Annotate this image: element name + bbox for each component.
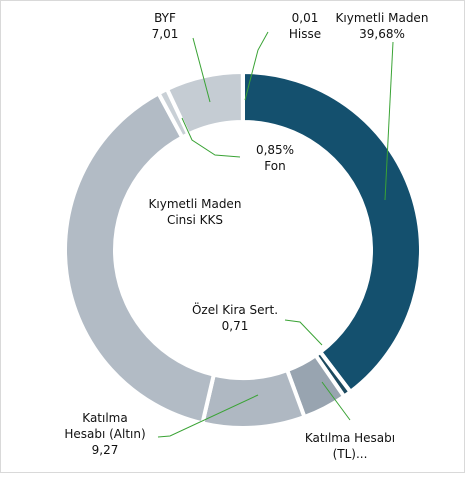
segment (200, 367, 308, 430)
category-label: Özel Kira Sert. (191, 303, 279, 317)
value-label: 7,01 (151, 27, 179, 41)
value-label: 9,27 (91, 443, 119, 457)
data-label: Katılma Hesabı (Altın) 9,27 (60, 410, 150, 458)
category-label: Kıymetli Maden (335, 11, 429, 25)
data-label: 0,85% Fon (230, 142, 320, 174)
leader-line (157, 394, 259, 438)
segment (241, 69, 423, 395)
leader-line (181, 117, 241, 158)
leader-line (321, 381, 351, 421)
category-label: BYF (154, 11, 176, 25)
leader-line (384, 41, 394, 201)
value-label: 0,01 (291, 11, 319, 25)
leader-line (192, 37, 211, 103)
value-label: 0,71 (221, 319, 249, 333)
data-label: Katılma Hesabı (TL)... (300, 430, 400, 462)
leader-line (284, 319, 323, 346)
category-label: Katılma Hesabı (Altın) (64, 411, 146, 441)
category-label: Hisse (288, 27, 322, 41)
data-label: Kıymetli Maden 39,68% (332, 10, 432, 42)
leader-lines (157, 31, 394, 438)
segments (63, 69, 423, 430)
value-label: 0,85% (255, 143, 295, 157)
category-label: Fon (264, 159, 286, 173)
data-label: BYF 7,01 (125, 10, 205, 42)
category-label: Katılma Hesabı (TL)... (304, 431, 396, 461)
data-label: Özel Kira Sert. 0,71 (185, 302, 285, 334)
segment (63, 90, 217, 426)
data-label: 0,01 Hisse (265, 10, 345, 42)
value-label: 39,68% (359, 27, 405, 41)
leader-line (244, 31, 269, 101)
center-label: Kıymetli Maden Cinsi KKS (148, 197, 242, 227)
